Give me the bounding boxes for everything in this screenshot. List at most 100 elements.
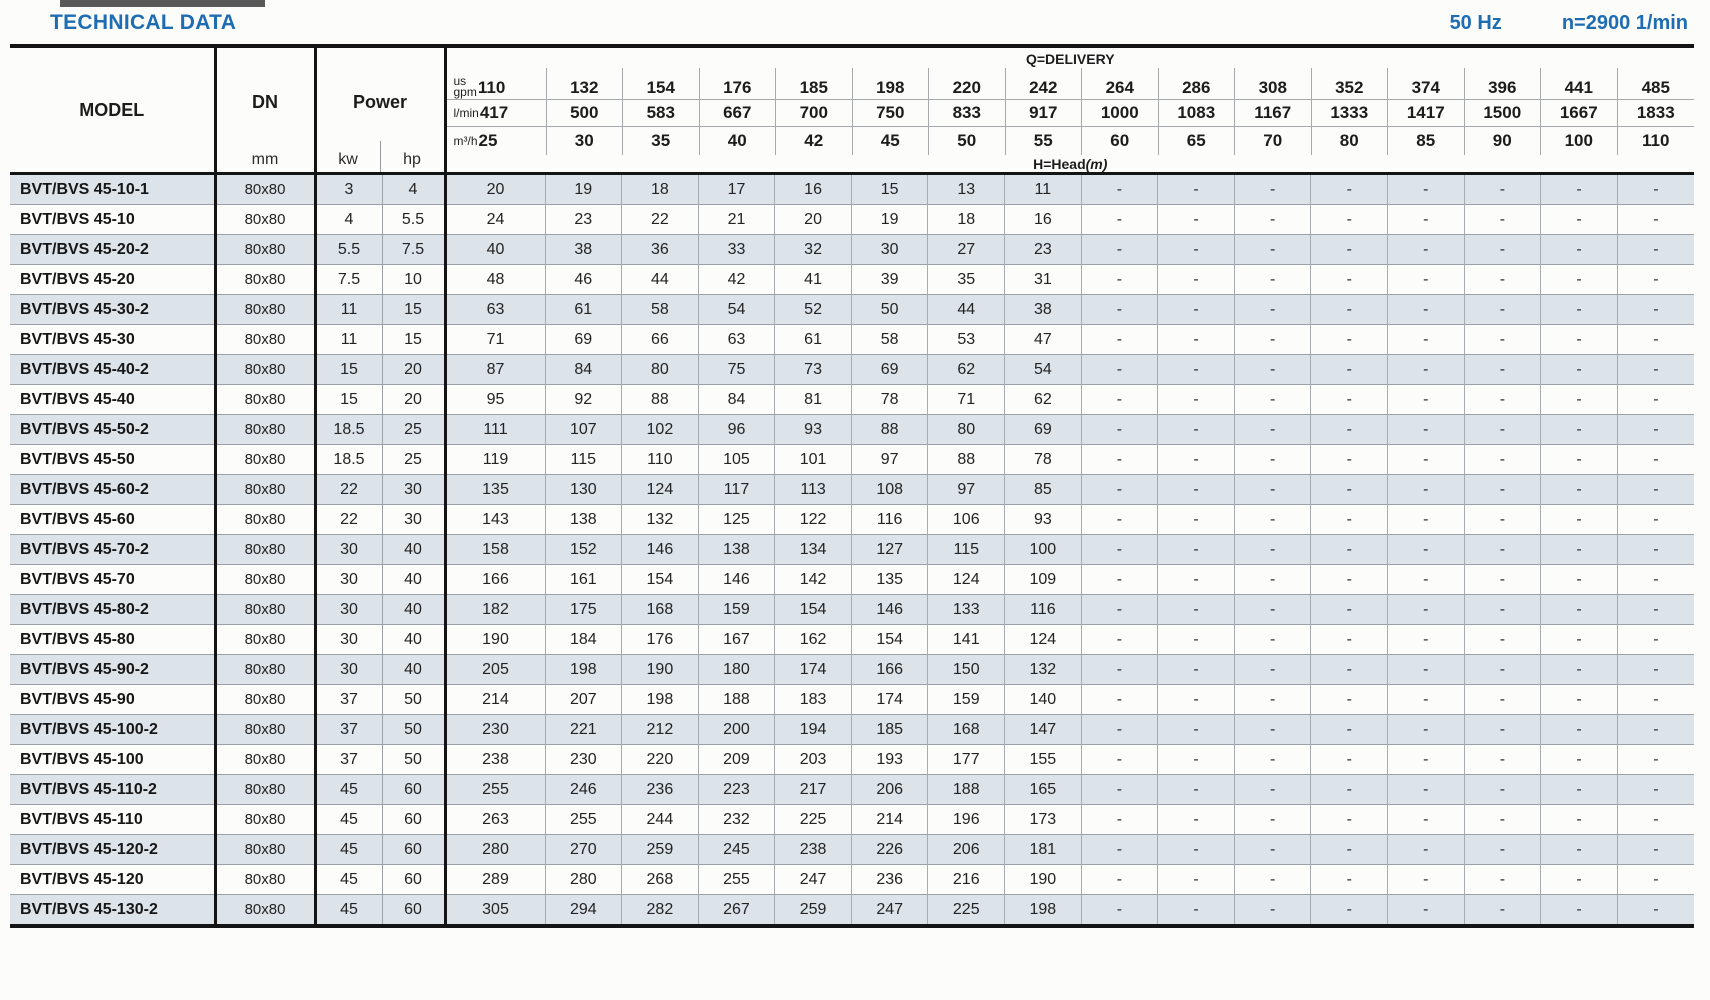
delivery-col-header-cell: 286 <box>1159 68 1235 99</box>
m3h-unit-row: m³/h 25 30 35 40 42 45 50 55 60 65 70 80 85 90 100 110 <box>447 127 1695 155</box>
head-value-cell: 259 <box>774 894 852 926</box>
delivery-value: 374 <box>1411 78 1440 97</box>
dn-cell: 80x80 <box>215 624 317 655</box>
power-kw-cell: 3 <box>315 173 383 205</box>
dn-cell: 80x80 <box>215 354 317 385</box>
head-value-cell: 54 <box>698 294 776 325</box>
head-value-cell: - <box>1464 774 1542 805</box>
head-value-cell: - <box>1310 534 1389 565</box>
dn-header-label: DN <box>252 92 278 112</box>
head-value-cell: 80 <box>927 414 1006 445</box>
head-value-cell: 154 <box>621 564 699 595</box>
delivery-value: 485 <box>1641 78 1670 97</box>
delivery-col-header-cell: 42 <box>776 127 853 155</box>
head-value-cell: - <box>1310 384 1389 415</box>
head-value-cell: 47 <box>1004 324 1082 355</box>
delivery-col-header-cell: 80 <box>1312 127 1388 155</box>
head-value-cell: 206 <box>927 834 1006 865</box>
head-value-cell: - <box>1310 474 1389 505</box>
head-value-cell: 205 <box>445 654 546 685</box>
head-value-cell: 158 <box>445 534 546 565</box>
head-value-cell: - <box>1387 714 1465 745</box>
head-value-cell: 33 <box>698 234 776 265</box>
head-value-cell: 58 <box>621 294 699 325</box>
head-value-cell: - <box>1617 294 1694 325</box>
head-value-cell: 143 <box>445 504 546 535</box>
head-value-cell: - <box>1081 624 1159 655</box>
page-title: TECHNICAL DATA <box>50 11 237 34</box>
head-value-cell: 42 <box>698 264 776 295</box>
dn-cell: 80x80 <box>215 804 317 835</box>
power-kw-cell: 37 <box>315 714 383 745</box>
head-value-cell: 236 <box>621 774 699 805</box>
head-value-cell: - <box>1310 173 1389 205</box>
delivery-col-header-cell: 441 <box>1541 68 1618 99</box>
head-value-cell: 105 <box>698 444 776 475</box>
model-cell: BVT/BVS 45-20 <box>10 264 217 295</box>
model-cell: BVT/BVS 45-30 <box>10 324 217 355</box>
power-hp-cell: 10 <box>382 264 447 295</box>
dn-cell: 80x80 <box>215 234 317 265</box>
power-hp-cell: 40 <box>382 624 447 655</box>
head-value-cell: - <box>1234 894 1312 926</box>
delivery-col-header-cell: 583 <box>623 100 700 126</box>
head-value-cell: 27 <box>927 234 1006 265</box>
head-value-cell: - <box>1310 234 1389 265</box>
table-row: BVT/BVS 45-110 80x80 45 60 263 255 244 232 225 21… <box>10 804 1694 835</box>
dn-cell: 80x80 <box>215 444 317 475</box>
head-value-cell: - <box>1540 774 1618 805</box>
head-value-cell: - <box>1540 864 1618 895</box>
dn-cell: 80x80 <box>215 324 317 355</box>
dn-cell: 80x80 <box>215 173 317 205</box>
power-kw-cell: 22 <box>315 474 383 505</box>
delivery-col-header-cell: 833 <box>929 100 1006 126</box>
head-value-cell: 71 <box>927 384 1006 415</box>
head-value-cell: - <box>1157 774 1235 805</box>
head-value-cell: 165 <box>1004 774 1082 805</box>
head-value-cell: - <box>1234 624 1312 655</box>
head-value-cell: 66 <box>621 324 699 355</box>
head-value-cell: 185 <box>851 714 929 745</box>
model-cell: BVT/BVS 45-100-2 <box>10 714 217 745</box>
head-value-cell: 30 <box>851 234 929 265</box>
scan-artifact <box>60 0 265 7</box>
head-value-cell: 127 <box>851 534 929 565</box>
model-cell: BVT/BVS 45-70-2 <box>10 534 217 565</box>
head-value-cell: - <box>1081 804 1159 835</box>
head-value-cell: - <box>1310 654 1389 685</box>
head-value-cell: - <box>1617 834 1694 865</box>
head-value-cell: - <box>1617 594 1694 625</box>
head-value-cell: - <box>1234 804 1312 835</box>
head-value-cell: - <box>1157 204 1235 235</box>
head-value-cell: - <box>1387 234 1465 265</box>
head-value-cell: 32 <box>774 234 852 265</box>
head-value-cell: - <box>1617 774 1694 805</box>
head-value-cell: - <box>1157 534 1235 565</box>
dn-cell: 80x80 <box>215 474 317 505</box>
head-value-cell: - <box>1157 624 1235 655</box>
delivery-col-header-cell: 308 <box>1235 68 1312 99</box>
dn-cell: 80x80 <box>215 534 317 565</box>
unit-label: l/min <box>453 105 479 120</box>
head-value-cell: 124 <box>1004 624 1082 655</box>
head-value-cell: - <box>1540 324 1618 355</box>
head-value-cell: 135 <box>445 474 546 505</box>
head-value-cell: 214 <box>445 684 546 715</box>
head-value-cell: 113 <box>774 474 852 505</box>
head-value-cell: - <box>1617 384 1694 415</box>
head-value-cell: - <box>1540 624 1618 655</box>
head-value-cell: 203 <box>774 744 852 775</box>
power-kw-cell: 45 <box>315 864 383 895</box>
model-cell: BVT/BVS 45-10 <box>10 204 217 235</box>
table-header-row: MODEL DN mm Power kw hp <box>10 46 1695 175</box>
head-value-cell: 58 <box>851 324 929 355</box>
head-value-cell: 159 <box>698 594 776 625</box>
head-value-cell: - <box>1617 864 1694 895</box>
head-value-cell: - <box>1540 384 1618 415</box>
delivery-value: 132 <box>570 78 599 97</box>
head-value-cell: - <box>1234 684 1312 715</box>
head-value-cell: - <box>1234 294 1312 325</box>
power-hp-cell: 25 <box>382 414 447 445</box>
head-value-cell: 259 <box>621 834 699 865</box>
